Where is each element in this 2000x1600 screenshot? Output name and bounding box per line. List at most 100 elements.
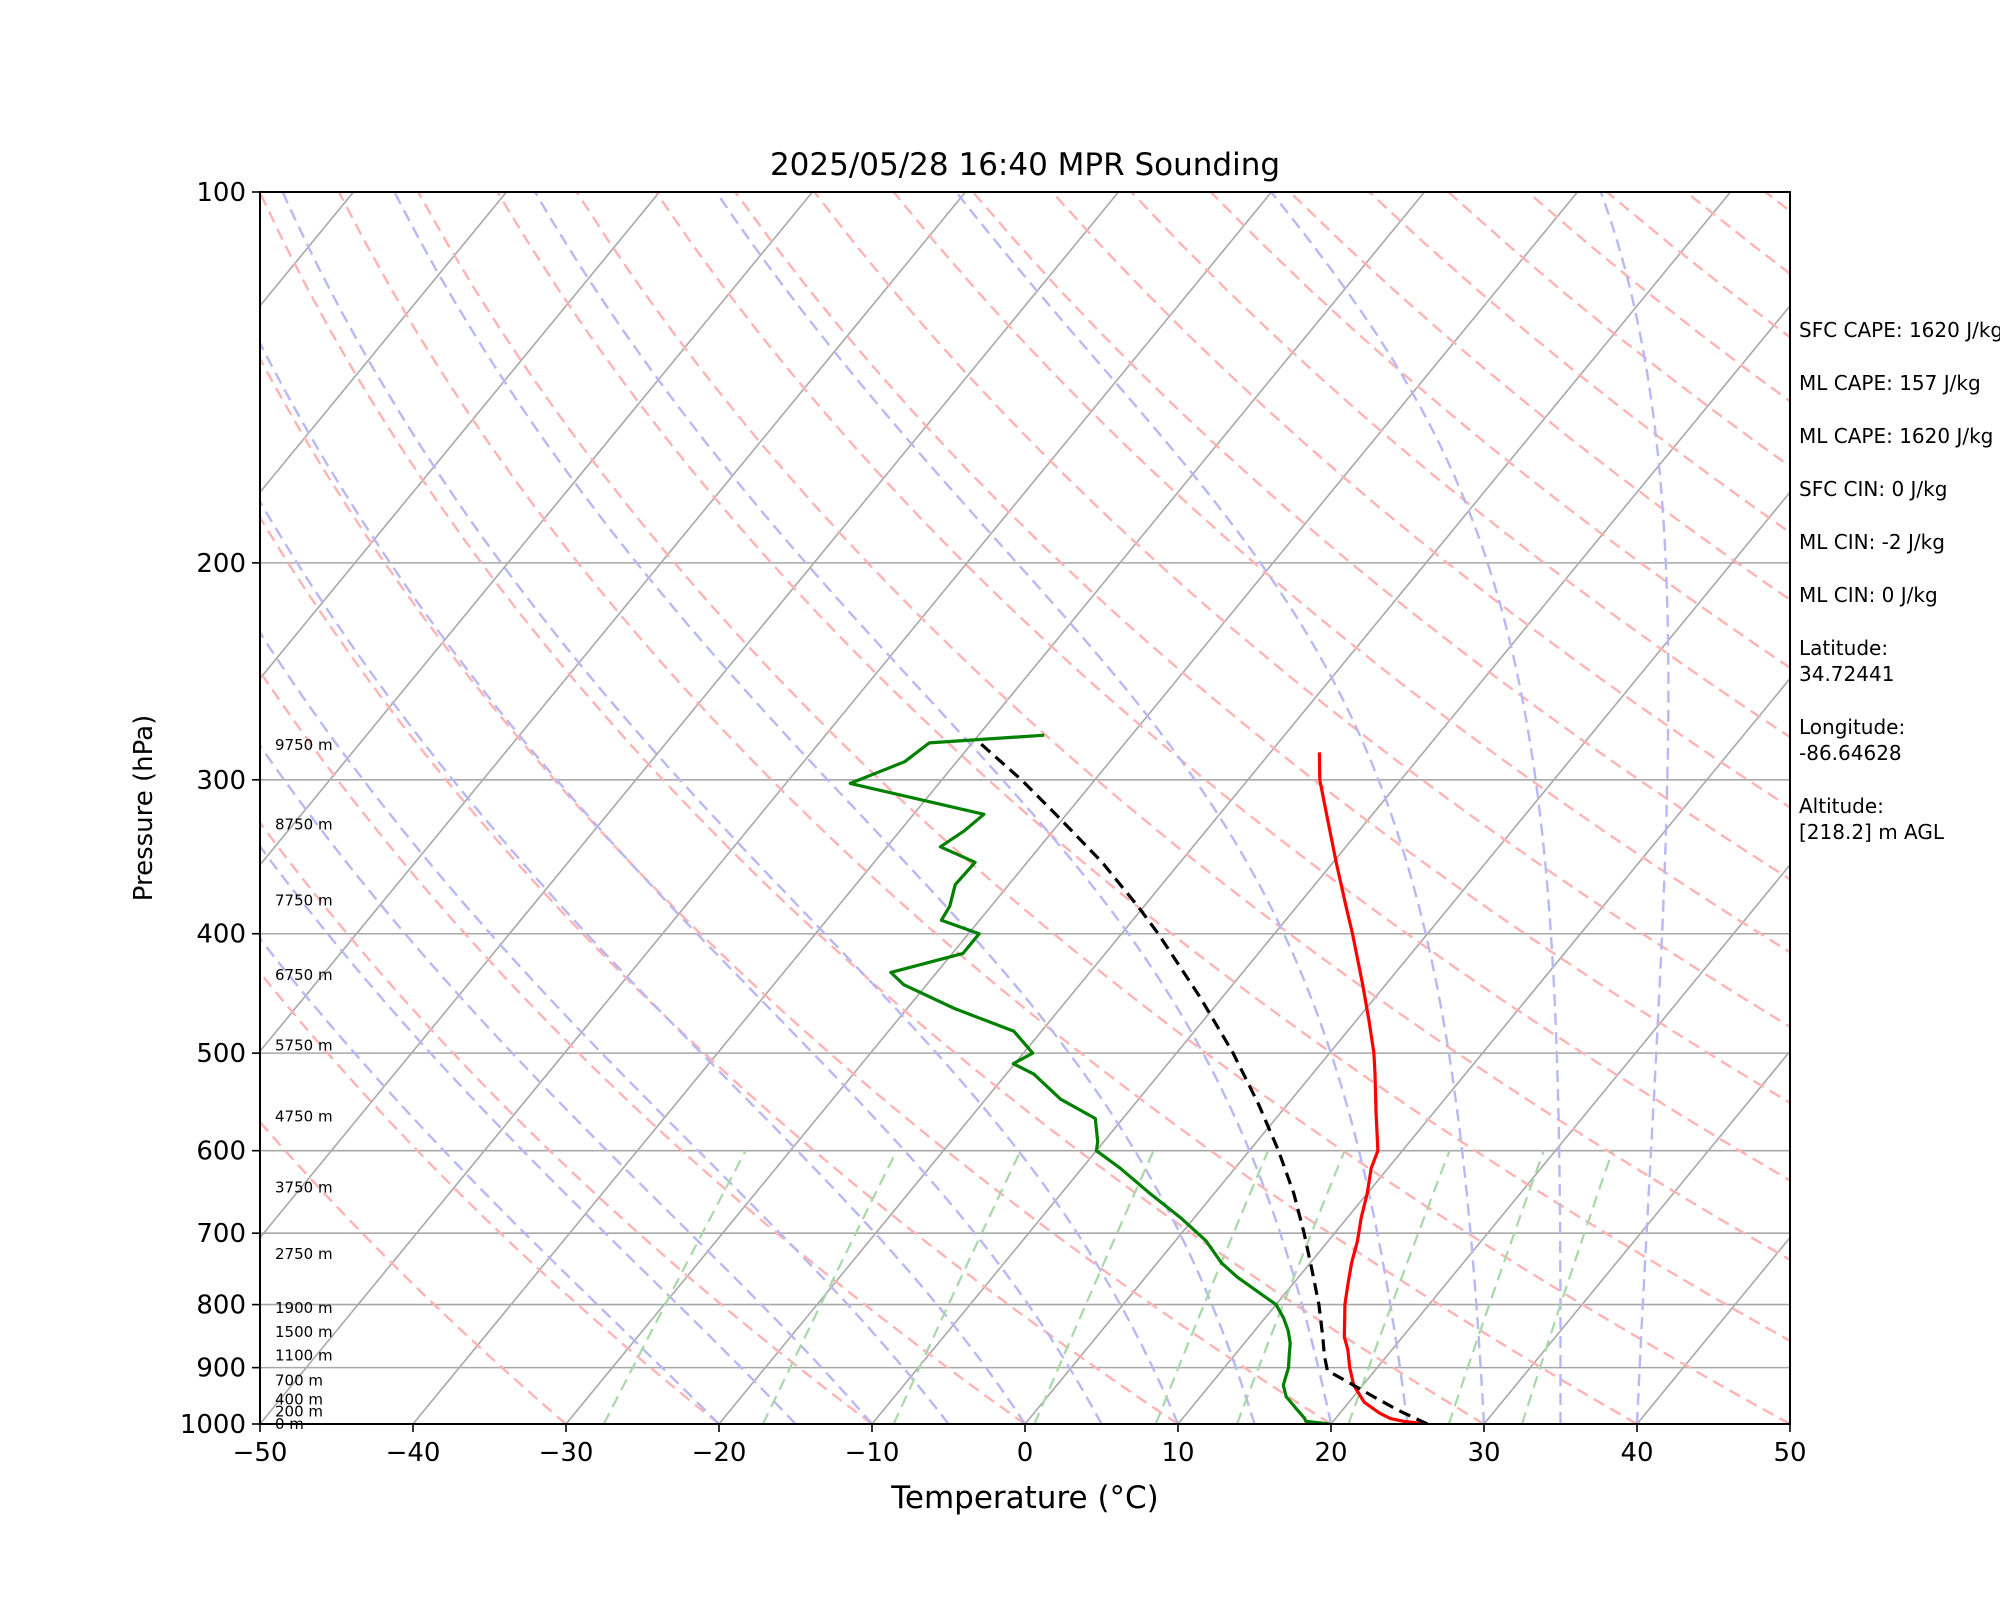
x-axis-label: Temperature (°C) (890, 1480, 1159, 1516)
x-tick-label: −50 (233, 1438, 288, 1468)
height-label: 0 m (275, 1415, 304, 1433)
isotherm-line (260, 192, 814, 867)
moist-adiabat-line (281, 192, 1180, 1424)
isotherm-line (1024, 490, 1790, 1424)
x-tick-label: −30 (539, 1438, 594, 1468)
isotherm-line (0, 192, 200, 1424)
mixing-ratio-line (1033, 1150, 1155, 1424)
isotherm-line (412, 192, 1426, 1424)
plot-frame (259, 191, 1791, 1425)
moist-adiabat-line (260, 340, 1103, 1424)
x-tick-label: 40 (1620, 1438, 1653, 1468)
x-tick-label: −40 (386, 1438, 441, 1468)
height-label: 8750 m (275, 815, 333, 833)
temperature-profile-line (1317, 752, 1428, 1424)
isotherm-line (260, 192, 967, 1053)
height-label: 400 m (275, 1390, 323, 1408)
x-tick-label: −10 (845, 1438, 900, 1468)
sounding-profiles (848, 733, 1429, 1424)
mixing-ratio-line (1521, 1150, 1614, 1424)
moist-adiabat-line (260, 936, 720, 1424)
moist-adiabat-line (260, 844, 797, 1424)
x-tick-label: −20 (692, 1438, 747, 1468)
dry-adiabat-line (417, 192, 1790, 1424)
isotherm-line (260, 192, 661, 680)
height-label: 1100 m (275, 1347, 333, 1365)
height-label: 6750 m (275, 966, 333, 984)
height-label: 700 m (275, 1372, 323, 1390)
isotherm-line (260, 192, 1273, 1424)
dry-adiabat-line (337, 192, 1638, 1424)
parcel-profile-line (978, 741, 1429, 1424)
moist-adiabat-line (260, 499, 1026, 1424)
height-label: 7750 m (275, 892, 333, 910)
isotherm-line (1177, 677, 1790, 1424)
mixing-ratio-line (1235, 1150, 1346, 1424)
isotherm-line (0, 192, 47, 1424)
isotherm-line (718, 192, 1732, 1424)
x-tick-label: 10 (1161, 1438, 1194, 1468)
moist-adiabat-line (1270, 192, 1562, 1424)
y-tick-label: 900 (196, 1354, 246, 1384)
y-tick-label: 100 (196, 178, 246, 208)
dry-adiabat-line (575, 192, 1790, 1262)
y-tick-label: 400 (196, 920, 246, 950)
stat-ml-cin-2: ML CIN: 0 J/kg (1799, 583, 1938, 607)
y-axis: 100 200 300 400 500 600 700 800 900 1000 (180, 178, 260, 1440)
height-label: 9750 m (275, 736, 333, 754)
chart-title: 2025/05/28 16:40 MPR Sounding (770, 147, 1280, 183)
station-altitude: Altitude: [218.2] m AGL (1799, 793, 2000, 845)
dry-adiabat-line (892, 192, 1790, 954)
isotherm-line (565, 192, 1579, 1424)
y-tick-label: 500 (196, 1039, 246, 1069)
dewpoint-profile-line (848, 733, 1330, 1424)
mixing-ratio-line (602, 1150, 747, 1424)
height-label: 3750 m (275, 1179, 333, 1197)
station-latitude: Latitude: 34.72441 (1799, 635, 2000, 687)
y-tick-label: 200 (196, 549, 246, 579)
x-tick-label: 20 (1314, 1438, 1347, 1468)
y-tick-label: 600 (196, 1137, 246, 1167)
longitude-label: Longitude: (1799, 715, 1906, 739)
x-tick-label: 0 (1017, 1438, 1034, 1468)
isotherm-line (260, 192, 508, 494)
stat-sfc-cape: SFC CAPE: 1620 J/kg (1799, 318, 2000, 342)
height-label: 5750 m (275, 1037, 333, 1055)
height-label: 1900 m (275, 1299, 333, 1317)
station-longitude: Longitude: -86.64628 (1799, 714, 2000, 766)
isotherm-line (1330, 863, 1790, 1424)
longitude-value: -86.64628 (1799, 741, 1902, 765)
altitude-label: Altitude: (1799, 794, 1884, 818)
y-tick-label: 300 (196, 766, 246, 796)
dry-adiabat-line (496, 192, 1790, 1343)
background-lines (0, 192, 1790, 1424)
isotherm-line (871, 304, 1790, 1424)
y-tick-label: 800 (196, 1291, 246, 1321)
moist-adiabat-line (955, 192, 1486, 1424)
dry-adiabat-line (260, 820, 873, 1424)
mixing-ratio-line (1347, 1150, 1451, 1424)
moist-adiabat-line (1599, 192, 1670, 1424)
x-tick-label: 50 (1773, 1438, 1806, 1468)
dry-adiabat-line (260, 1120, 567, 1424)
dry-adiabat-line (1130, 192, 1790, 739)
height-label: 2750 m (275, 1245, 333, 1263)
height-label: 200 m (275, 1403, 323, 1421)
moist-adiabat-line (260, 743, 873, 1424)
mixing-ratio-line (761, 1150, 898, 1424)
y-axis-label: Pressure (hPa) (129, 715, 159, 902)
stat-sfc-cin: SFC CIN: 0 J/kg (1799, 477, 1948, 501)
mixing-ratio-line (892, 1150, 1022, 1424)
y-tick-label: 1000 (180, 1410, 246, 1440)
height-label: 4750 m (275, 1108, 333, 1126)
y-tick-label: 700 (196, 1219, 246, 1249)
mixing-ratio-line (1154, 1150, 1270, 1424)
mixing-ratio-line (1447, 1150, 1545, 1424)
isotherm-line (1483, 1050, 1790, 1424)
x-tick-label: 30 (1467, 1438, 1500, 1468)
stat-ml-cape: ML CAPE: 157 J/kg (1799, 371, 1981, 395)
isotherm-line (260, 192, 355, 308)
stat-ml-cape-2: ML CAPE: 1620 J/kg (1799, 424, 1994, 448)
dry-adiabat-line (260, 970, 720, 1424)
